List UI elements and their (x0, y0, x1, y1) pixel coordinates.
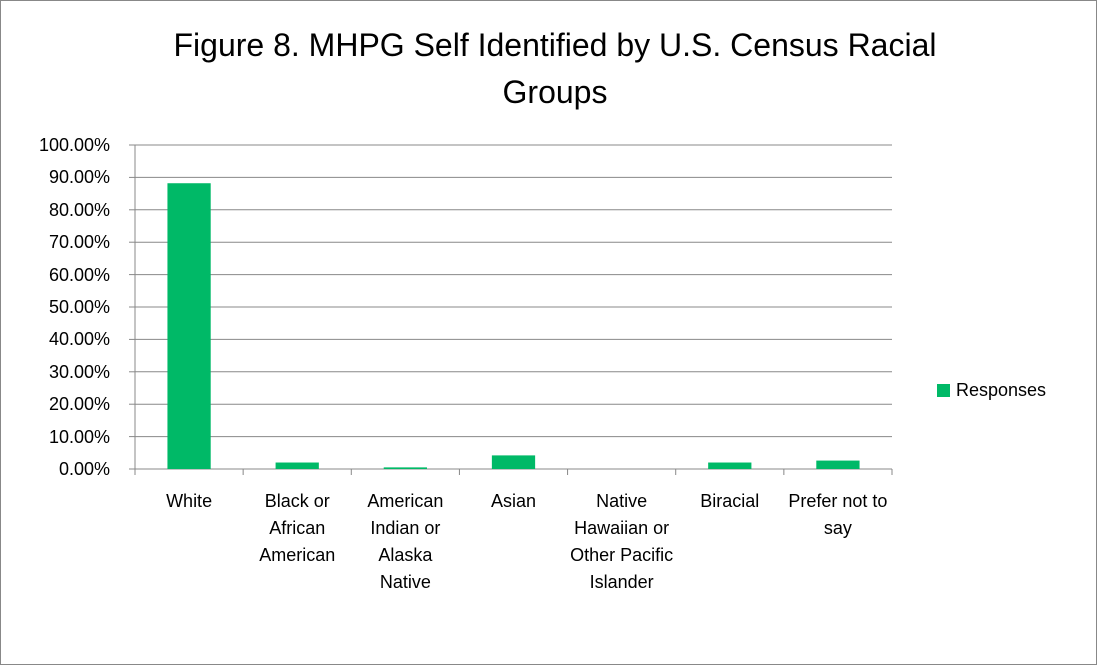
y-tick-label: 20.00% (48, 394, 110, 415)
bar (491, 455, 536, 469)
x-tick-label: Biracial (700, 491, 760, 511)
bar (275, 462, 319, 469)
y-tick-label: 30.00% (48, 361, 110, 382)
x-tick-label: Prefer not to say (788, 491, 888, 538)
bar (816, 460, 860, 469)
y-tick-label: 100.00% (38, 135, 110, 155)
bar (708, 462, 752, 469)
legend-label: Responses (956, 380, 1047, 400)
legend: Responses (937, 379, 1046, 401)
y-tick-label: 60.00% (48, 264, 110, 285)
chart-title: Figure 8. MHPG Self Identified by U.S. C… (173, 27, 937, 110)
x-tick-label: Black or African American (259, 491, 336, 565)
y-tick-label: 0.00% (58, 459, 110, 479)
y-tick-label: 90.00% (48, 167, 110, 188)
bar (383, 467, 427, 469)
y-tick-label: 50.00% (48, 297, 110, 317)
y-tick-label: 80.00% (48, 199, 110, 220)
y-tick-label: 70.00% (48, 232, 110, 253)
x-tick-label: White (166, 491, 213, 511)
bar (167, 183, 211, 469)
legend-swatch (937, 383, 950, 397)
x-tick-label: Native Hawaiian or Other Pacific Islande… (570, 491, 674, 592)
x-tick-label: American Indian or Alaska Native (367, 491, 444, 592)
x-tick-label: Asian (490, 491, 536, 511)
y-tick-label: 40.00% (48, 329, 110, 350)
y-tick-label: 10.00% (48, 426, 110, 447)
